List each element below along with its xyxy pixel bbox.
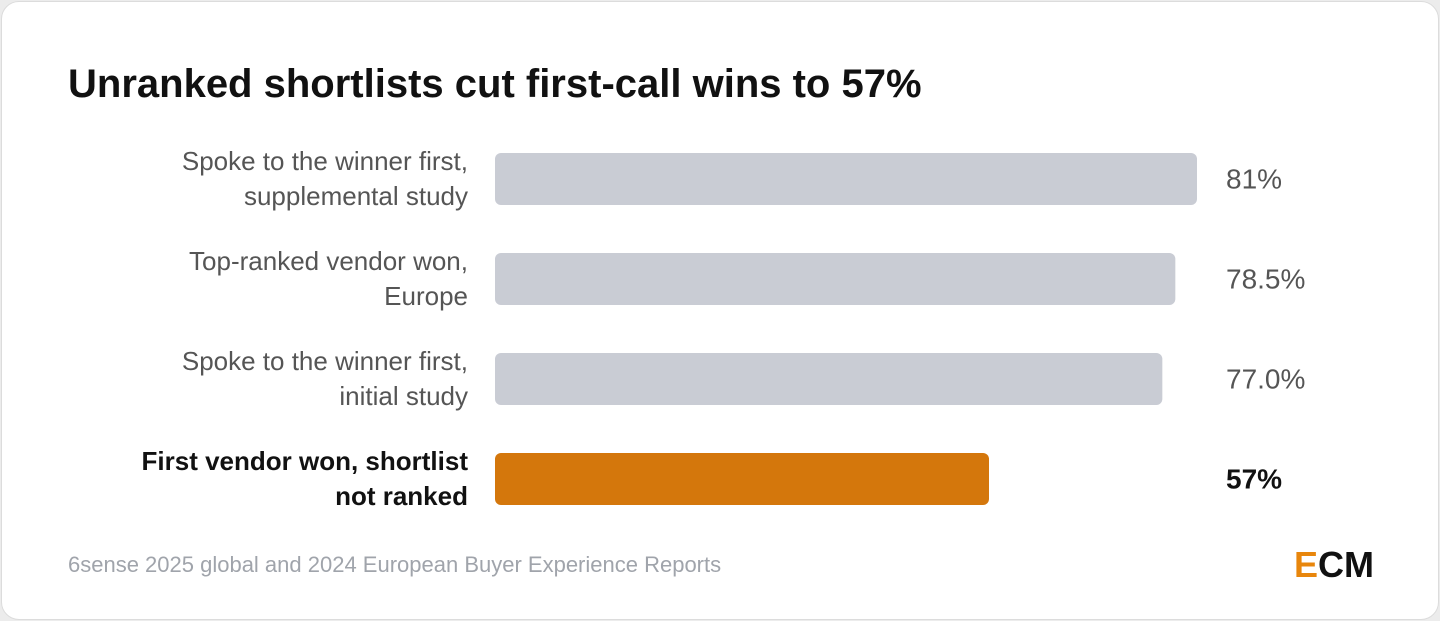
category-label: Top-ranked vendor won, Europe xyxy=(189,246,468,311)
bar xyxy=(495,153,1197,205)
value-label: 78.5% xyxy=(1226,263,1305,294)
bar xyxy=(495,353,1163,405)
category-label: Spoke to the winner first, supplemental … xyxy=(181,146,468,211)
logo: ECM xyxy=(1294,544,1374,586)
source-note: 6sense 2025 global and 2024 European Buy… xyxy=(68,552,722,577)
category-label: Spoke to the winner first, initial study xyxy=(181,346,468,411)
chart-title: Unranked shortlists cut first-call wins … xyxy=(68,62,922,106)
value-label: 81% xyxy=(1226,163,1282,194)
logo-accent: E xyxy=(1293,544,1318,585)
value-label: 77.0% xyxy=(1226,363,1305,394)
bar xyxy=(495,253,1176,305)
bar xyxy=(495,453,989,505)
value-label: 57% xyxy=(1226,463,1282,494)
category-label: First vendor won, shortlist not ranked xyxy=(141,446,468,511)
logo-rest: CM xyxy=(1318,544,1374,585)
